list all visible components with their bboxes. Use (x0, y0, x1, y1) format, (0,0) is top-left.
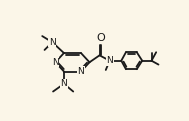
Text: N: N (60, 79, 67, 88)
Text: N: N (106, 56, 113, 65)
Text: N: N (49, 38, 56, 47)
Text: N: N (78, 67, 84, 76)
Text: N: N (52, 58, 59, 67)
Text: O: O (96, 33, 105, 43)
